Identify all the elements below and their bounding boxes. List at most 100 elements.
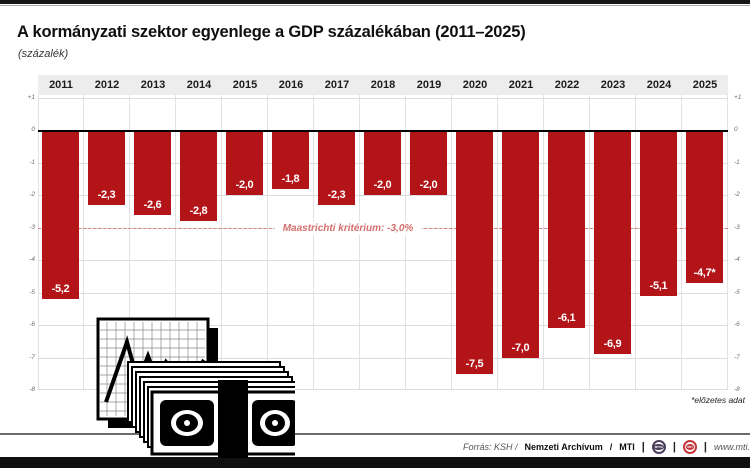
bar-2021: -7,0	[502, 130, 539, 358]
y-axis-tick-left: +1	[27, 93, 35, 101]
vertical-gridline	[543, 95, 544, 390]
bar-2022: -6,1	[548, 130, 585, 329]
x-axis-label-2021: 2021	[508, 79, 534, 91]
y-axis-tick-left: -1	[29, 158, 35, 166]
vertical-gridline	[727, 95, 728, 390]
y-axis-tick-left: -4	[29, 256, 35, 263]
y-axis-tick-left: -3	[29, 223, 35, 231]
y-axis-tick-left: -6	[29, 321, 35, 328]
separator-bar: |	[641, 441, 645, 453]
x-axis-years-band: 2011 2012 2013 2014 2015 2016 2017 2018 2019 2020…	[38, 75, 728, 95]
bar-value-label: -2,3	[327, 188, 346, 201]
mti-logo-icon: MTI	[682, 440, 697, 454]
vertical-gridline	[589, 95, 590, 390]
vertical-gridline	[38, 95, 39, 390]
vertical-gridline	[221, 95, 222, 390]
vertical-gridline	[129, 95, 130, 390]
bar-2016: -1,8	[272, 130, 309, 189]
bar-2014: -2,8	[180, 130, 217, 221]
bar-value-label: -6,1	[557, 312, 576, 325]
x-axis-label-2025: 2025	[692, 79, 718, 91]
mtva-logo-text: MTVA	[653, 444, 665, 450]
horizontal-gridline	[38, 260, 728, 261]
bar-2013: -2,6	[134, 130, 171, 215]
x-axis-label-2019: 2019	[416, 79, 442, 91]
bar-value-label: -7,0	[511, 341, 530, 354]
bottom-border-strip	[0, 457, 750, 468]
chart-and-money-illustration	[96, 317, 295, 458]
source-slash: /	[609, 442, 613, 452]
website-link[interactable]: www.mti.hu	[713, 442, 750, 452]
y-axis-tick-right: -8	[734, 386, 740, 393]
vertical-gridline	[83, 95, 84, 390]
y-axis-tick-left: -2	[29, 191, 35, 198]
bar-value-label: -2,0	[235, 179, 254, 191]
zero-baseline	[38, 130, 728, 132]
bar-2019: -2,0	[410, 130, 447, 195]
x-axis-label-2013: 2013	[140, 79, 166, 91]
page-subtitle: (százalék)	[18, 48, 69, 60]
top-border-line	[0, 5, 750, 6]
x-axis-label-2024: 2024	[646, 79, 672, 91]
vertical-gridline	[451, 95, 452, 390]
bar-2012: -2,3	[88, 130, 125, 205]
bar-2025: -4,7*	[686, 130, 723, 283]
bar-value-label: -2,0	[419, 179, 438, 191]
horizontal-gridline	[38, 195, 728, 196]
y-axis-tick-left: -7	[29, 353, 35, 361]
preliminary-data-note: *előzetes adat	[691, 395, 745, 405]
bar-value-label: -6,9	[603, 338, 622, 351]
bar-value-label: -1,8	[281, 172, 300, 185]
vertical-gridline	[681, 95, 682, 390]
bar-2011: -5,2	[42, 130, 79, 299]
mtva-logo-icon: MTVA	[651, 440, 666, 454]
x-axis-label-2022: 2022	[554, 79, 580, 91]
x-axis-label-2014: 2014	[186, 79, 212, 91]
mti-logo-text: MTI	[685, 444, 694, 450]
bar-2020: -7,5	[456, 130, 493, 374]
bar-value-label: -2,8	[189, 205, 208, 217]
bar-value-label: -5,2	[51, 283, 70, 295]
vertical-gridline	[175, 95, 176, 390]
x-axis-label-2016: 2016	[278, 79, 304, 91]
vertical-gridline	[405, 95, 406, 390]
maastricht-reference-label: Maastrichti kritérium: -3,0%	[274, 221, 422, 235]
source-agency: MTI	[619, 442, 635, 452]
x-axis-label-2023: 2023	[600, 79, 626, 91]
page-title: A kormányzati szektor egyenlege a GDP sz…	[17, 23, 526, 41]
y-axis-tick-right: -3	[734, 223, 740, 231]
horizontal-gridline	[38, 389, 728, 390]
bar-value-label: -5,1	[649, 279, 668, 292]
vertical-gridline	[267, 95, 268, 390]
y-axis-tick-right: 0	[734, 126, 738, 133]
separator-bar: |	[703, 441, 707, 453]
bar-2023: -6,9	[594, 130, 631, 355]
y-axis-tick-right: -5	[734, 288, 740, 296]
top-border-strip	[0, 0, 750, 4]
horizontal-gridline	[38, 97, 728, 99]
bar-2015: -2,0	[226, 130, 263, 195]
horizontal-gridline	[38, 292, 728, 294]
y-axis-tick-right: -1	[734, 158, 740, 166]
bar-value-label: -7,5	[465, 357, 484, 370]
y-axis-tick-left: 0	[31, 126, 35, 133]
source-archive: Nemzeti Archívum	[524, 442, 603, 452]
horizontal-gridline	[38, 325, 728, 326]
bar-value-label: -2,3	[97, 188, 116, 201]
vertical-gridline	[313, 95, 314, 390]
y-axis-tick-right: +1	[734, 93, 742, 101]
x-axis-label-2012: 2012	[94, 79, 120, 91]
x-axis-label-2018: 2018	[370, 79, 396, 91]
horizontal-gridline	[38, 357, 728, 359]
bar-2017: -2,3	[318, 130, 355, 205]
vertical-gridline	[359, 95, 360, 390]
footer-credits: Forrás: KSH / Nemzeti Archívum / MTI | M…	[463, 439, 750, 455]
bar-value-label: -4,7*	[693, 266, 716, 279]
bar-value-label: -2,6	[143, 198, 162, 211]
y-axis-tick-right: -2	[734, 191, 740, 198]
bar-2018: -2,0	[364, 130, 401, 195]
y-axis-tick-right: -7	[734, 353, 740, 361]
money-stack-icon	[127, 361, 295, 458]
y-axis-tick-right: -6	[734, 321, 740, 328]
bar-value-label: -2,0	[373, 179, 392, 191]
